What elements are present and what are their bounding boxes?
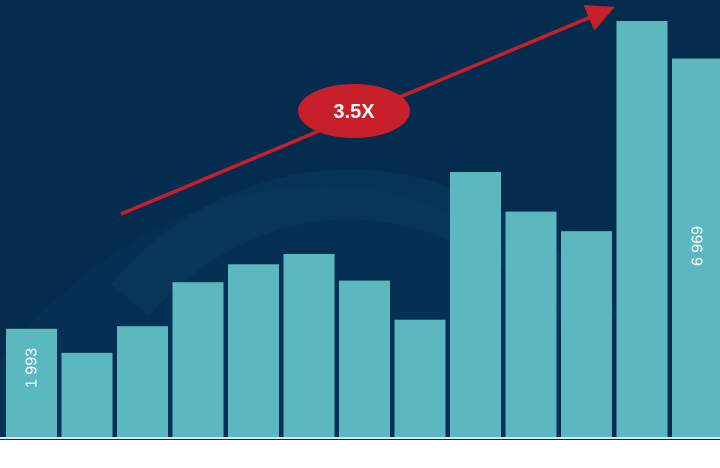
bar-fy11 xyxy=(61,352,113,437)
bar-fy16 xyxy=(339,280,390,437)
bar-fy14 xyxy=(228,264,279,437)
bar-fy15 xyxy=(283,253,335,437)
data-label-fy10: 1 993 xyxy=(24,348,41,388)
bar-fy21 xyxy=(616,21,668,437)
x-axis-baseline xyxy=(0,437,720,439)
bar-fy12 xyxy=(117,326,168,437)
bar-fy10 xyxy=(6,328,57,437)
bar-fy18 xyxy=(450,171,501,437)
bar-fy17 xyxy=(394,319,446,437)
bar-fy22 xyxy=(672,58,720,438)
x-axis-tick-strip xyxy=(0,440,720,468)
bar-fy13 xyxy=(172,282,224,437)
bar-fy19 xyxy=(505,211,557,437)
annotation-badge xyxy=(298,84,410,138)
annotation-label: 3.5X xyxy=(333,101,375,123)
data-label-fy22: 6 969 xyxy=(690,226,707,266)
bar-fy20 xyxy=(561,231,612,437)
